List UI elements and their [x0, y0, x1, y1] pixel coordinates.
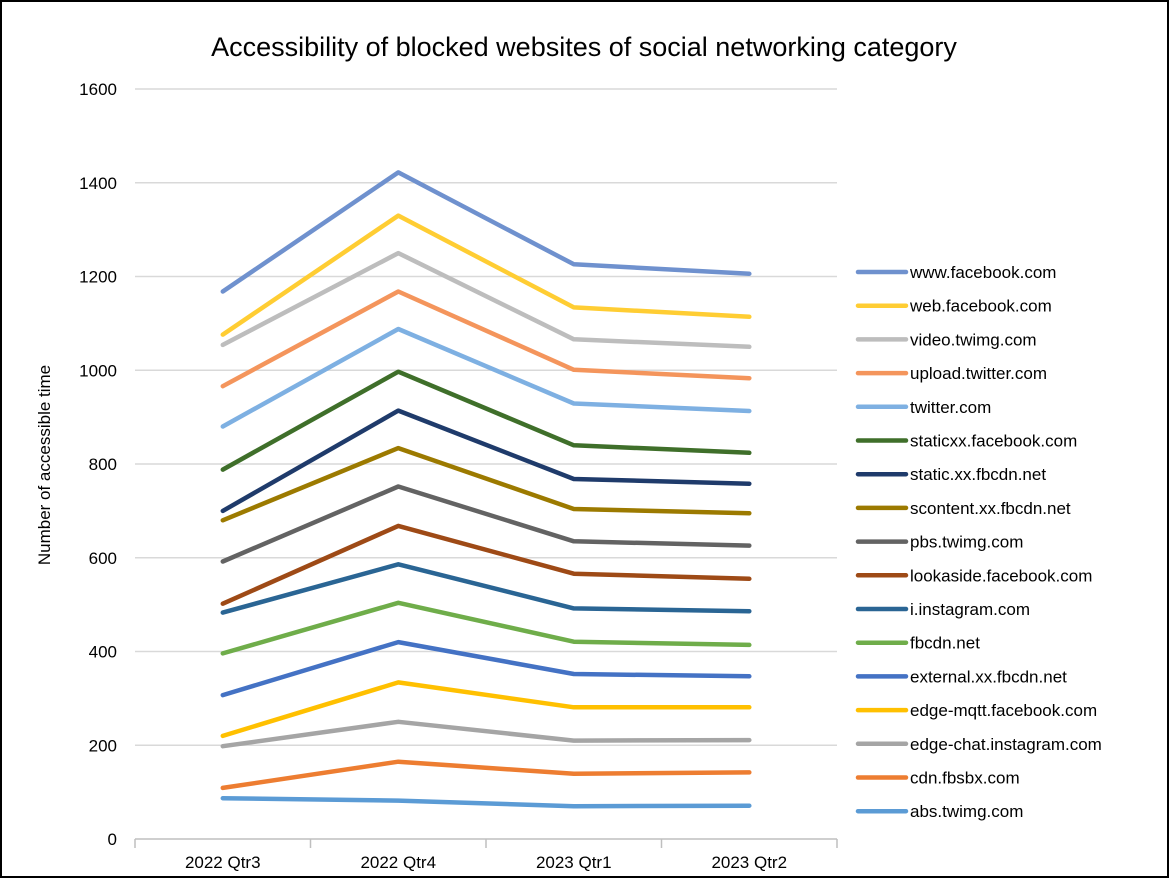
legend-label: twitter.com	[910, 398, 991, 417]
legend-label: www.facebook.com	[909, 263, 1056, 282]
series-line: cdn.fbsbx.com	[220, 759, 752, 791]
legend-label: external.xx.fbcdn.net	[910, 667, 1067, 686]
y-tick-label: 400	[89, 643, 117, 662]
legend: www.facebook.com web.facebook.com video.tw…	[855, 263, 1102, 821]
y-tick-label: 1600	[79, 80, 117, 99]
y-tick-label: 1200	[79, 268, 117, 287]
series-line: scontent.xx.fbcdn.net	[220, 445, 752, 523]
legend-label: cdn.fbsbx.com	[910, 769, 1020, 788]
series-line: lookaside.facebook.com	[220, 523, 752, 606]
y-tick-label: 600	[89, 549, 117, 568]
y-tick-label: 200	[89, 736, 117, 755]
legend-label: video.twimg.com	[910, 330, 1037, 349]
y-tick-label: 0	[108, 830, 117, 849]
legend-label: scontent.xx.fbcdn.net	[910, 499, 1071, 518]
series-line: www.facebook.com	[220, 170, 752, 294]
series-line: abs.twimg.com	[220, 795, 752, 809]
x-axis: 2022 Qtr3 2022 Qtr4 2023 Qtr1 2023 Qtr2	[134, 838, 838, 872]
x-tick-label: 2022 Qtr3	[185, 853, 261, 872]
legend-label: abs.twimg.com	[910, 802, 1023, 821]
legend-label: fbcdn.net	[910, 634, 980, 653]
legend-label: i.instagram.com	[910, 600, 1030, 619]
series-line: edge-chat.instagram.com	[220, 719, 752, 749]
legend-label: web.facebook.com	[909, 297, 1052, 316]
x-tick-label: 2023 Qtr2	[711, 853, 787, 872]
series-line: staticxx.facebook.com	[220, 369, 752, 472]
series-line: web.facebook.com	[220, 213, 752, 337]
legend-label: upload.twitter.com	[910, 364, 1047, 383]
series-line: static.xx.fbcdn.net	[220, 408, 752, 514]
chart-title: Accessibility of blocked websites of soc…	[211, 32, 957, 62]
series-line: fbcdn.net	[220, 600, 752, 656]
x-tick-label: 2023 Qtr1	[536, 853, 612, 872]
y-tick-label: 1000	[79, 361, 117, 380]
y-axis-ticks: 0 200 400 600 800 1000 1200 1400 1600	[79, 80, 117, 849]
y-axis-title: Number of accessible time	[35, 365, 54, 565]
y-tick-label: 800	[89, 455, 117, 474]
legend-label: edge-mqtt.facebook.com	[910, 701, 1097, 720]
x-tick-label: 2022 Qtr4	[360, 853, 436, 872]
legend-label: lookaside.facebook.com	[910, 566, 1092, 585]
legend-label: staticxx.facebook.com	[910, 432, 1077, 451]
series-line: video.twimg.com	[220, 250, 752, 350]
legend-label: static.xx.fbcdn.net	[910, 465, 1046, 484]
series-line: pbs.twimg.com	[220, 484, 752, 564]
series-line: i.instagram.com	[220, 562, 752, 615]
series-line: edge-mqtt.facebook.com	[220, 680, 752, 739]
legend-label: pbs.twimg.com	[910, 533, 1023, 552]
y-tick-label: 1400	[79, 174, 117, 193]
series-lines: abs.twimg.com cdn.fbsbx.com edge-chat.inst…	[220, 170, 752, 809]
series-line: twitter.com	[220, 326, 752, 429]
legend-label: edge-chat.instagram.com	[910, 735, 1102, 754]
series-line: upload.twitter.com	[220, 289, 752, 389]
series-line: external.xx.fbcdn.net	[220, 639, 752, 698]
